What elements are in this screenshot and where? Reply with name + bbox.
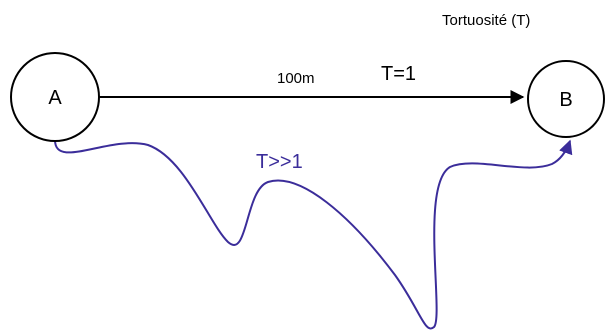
tortuous-path-arrow xyxy=(54,139,573,330)
straight-path-distance: 100m xyxy=(277,70,315,87)
node-b-label: B xyxy=(559,89,572,111)
node-a-circle xyxy=(10,52,100,142)
node-a-label: A xyxy=(48,87,62,109)
node-b-circle xyxy=(527,60,605,138)
straight-path-tortuosity: T=1 xyxy=(381,63,416,85)
tortuous-path-tortuosity: T>>1 xyxy=(256,151,303,173)
diagram-title: Tortuosité (T) xyxy=(442,12,530,29)
node-b: B xyxy=(527,60,605,138)
node-a: A xyxy=(10,52,100,142)
